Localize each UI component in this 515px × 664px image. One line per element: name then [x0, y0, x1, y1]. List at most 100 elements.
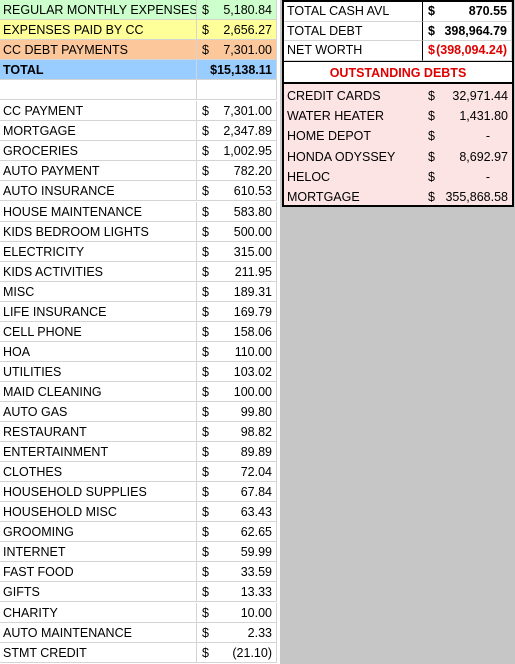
currency-symbol: $	[202, 645, 209, 660]
expense-label[interactable]: GROCERIES	[0, 141, 197, 162]
expense-label[interactable]: FAST FOOD	[0, 562, 197, 583]
expense-amount[interactable]: $315.00	[197, 241, 277, 262]
expense-label[interactable]: GIFTS	[0, 582, 197, 603]
expense-label[interactable]: RESTAURANT	[0, 422, 197, 443]
summary-amount[interactable]: $5,180.84	[197, 0, 277, 20]
expense-label[interactable]: AUTO GAS	[0, 402, 197, 422]
expense-label[interactable]: LIFE INSURANCE	[0, 301, 197, 322]
expense-label[interactable]: CLOTHES	[0, 462, 197, 483]
debt-amount[interactable]: $355,868.58	[423, 187, 512, 207]
expense-amount[interactable]: $ (21.10)	[197, 642, 277, 663]
cash-summary-amount[interactable]: $870.55	[423, 2, 512, 22]
expense-amount[interactable]: $59.99	[197, 542, 277, 563]
expense-amount[interactable]: $583.80	[197, 201, 277, 222]
empty-cell[interactable]	[197, 80, 277, 101]
expense-label[interactable]: HOUSEHOLD MISC	[0, 502, 197, 523]
currency-symbol: $	[202, 304, 209, 319]
amount-value: 89.89	[240, 445, 272, 460]
expense-amount[interactable]: $782.20	[197, 161, 277, 182]
cash-summary-amount[interactable]: $398,964.79	[423, 21, 512, 41]
expense-label[interactable]: KIDS ACTIVITIES	[0, 261, 197, 282]
debt-amount[interactable]: $ -	[423, 167, 512, 187]
expense-amount[interactable]: $500.00	[197, 221, 277, 242]
debt-label[interactable]: CREDIT CARDS	[287, 89, 381, 103]
expense-label[interactable]: CELL PHONE	[0, 321, 197, 342]
summary-label[interactable]: EXPENSES PAID BY CC	[0, 20, 197, 41]
expense-label[interactable]: HOUSE MAINTENANCE	[0, 201, 197, 222]
expense-amount[interactable]: $62.65	[197, 522, 277, 543]
expense-amount[interactable]: $63.43	[197, 502, 277, 523]
expense-amount[interactable]: $158.06	[197, 321, 277, 342]
amount-value: 99.80	[240, 405, 272, 419]
expense-label[interactable]: CC PAYMENT	[0, 101, 197, 122]
debt-amount[interactable]: $8,692.97	[423, 147, 512, 167]
cash-summary-label[interactable]: TOTAL DEBT	[284, 21, 423, 41]
summary-amount[interactable]: $7,301.00	[197, 40, 277, 61]
expense-label[interactable]: AUTO PAYMENT	[0, 161, 197, 182]
currency-symbol: $	[202, 204, 209, 219]
amount-value: 870.55	[468, 4, 507, 18]
expense-amount[interactable]: $67.84	[197, 482, 277, 503]
outstanding-debts-panel: OUTSTANDING DEBTS CREDIT CARDS $32,971.44 W…	[282, 62, 514, 207]
debt-amount[interactable]: $1,431.80	[423, 106, 512, 126]
expense-amount[interactable]: $2.33	[197, 622, 277, 643]
expense-label[interactable]: AUTO INSURANCE	[0, 181, 197, 202]
cash-summary-label[interactable]: NET WORTH	[284, 41, 423, 61]
expense-amount[interactable]: $7,301.00	[197, 101, 277, 122]
debt-amount[interactable]: $ -	[423, 126, 512, 146]
expense-amount[interactable]: $169.79	[197, 301, 277, 322]
expense-label[interactable]: AUTO MAINTENANCE	[0, 622, 197, 643]
expense-amount[interactable]: $103.02	[197, 361, 277, 382]
outstanding-debts-title[interactable]: OUTSTANDING DEBTS	[284, 62, 512, 84]
expense-label[interactable]: GROOMING	[0, 522, 197, 543]
expense-amount[interactable]: $13.33	[197, 582, 277, 603]
expense-label[interactable]: ELECTRICITY	[0, 241, 197, 262]
expense-amount[interactable]: $98.82	[197, 422, 277, 443]
debt-amount[interactable]: $32,971.44	[423, 86, 512, 106]
expense-label[interactable]: INTERNET	[0, 542, 197, 563]
expense-amount[interactable]: $1,002.95	[197, 141, 277, 162]
debt-label[interactable]: MORTGAGE	[287, 190, 360, 204]
expense-amount[interactable]: $610.53	[197, 181, 277, 202]
expense-label[interactable]: UTILITIES	[0, 361, 197, 382]
expense-amount[interactable]: $33.59	[197, 562, 277, 583]
debt-label[interactable]: WATER HEATER	[287, 109, 384, 124]
expense-label[interactable]: KIDS BEDROOM LIGHTS	[0, 221, 197, 242]
expense-amount[interactable]: $2,347.89	[197, 121, 277, 142]
summary-amount[interactable]: $15,138.11	[197, 60, 277, 81]
summary-label[interactable]: CC DEBT PAYMENTS	[0, 40, 197, 61]
expense-amount[interactable]: $99.80	[197, 402, 277, 422]
amount-value: 72.04	[240, 465, 272, 480]
expense-amount[interactable]: $72.04	[197, 462, 277, 483]
expense-amount[interactable]: $89.89	[197, 442, 277, 463]
currency-symbol: $	[428, 129, 435, 144]
currency-symbol: $	[202, 224, 209, 239]
expense-label[interactable]: HOA	[0, 341, 197, 362]
currency-symbol: $	[202, 465, 209, 480]
expense-label[interactable]: ENTERTAINMENT	[0, 442, 197, 463]
expense-label[interactable]: MORTGAGE	[0, 121, 197, 142]
amount-value: 10.00	[240, 605, 272, 620]
cash-summary-amount[interactable]: $ (398,094.24)	[423, 41, 512, 61]
debt-label[interactable]: HOME DEPOT	[287, 129, 372, 144]
expense-label[interactable]: MISC	[0, 281, 197, 302]
cash-summary-panel: TOTAL CASH AVL $870.55 TOTAL DEBT $398,964.…	[282, 0, 514, 62]
amount-value: 100.00	[233, 384, 272, 399]
expense-label[interactable]: HOUSEHOLD SUPPLIES	[0, 482, 197, 503]
summary-label[interactable]: REGULAR MONTHLY EXPENSES	[0, 0, 197, 20]
debt-label[interactable]: HONDA ODYSSEY	[287, 149, 396, 164]
summary-label[interactable]: TOTAL	[0, 60, 197, 81]
expense-label[interactable]: MAID CLEANING	[0, 381, 197, 402]
debt-label[interactable]: HELOC	[287, 169, 331, 184]
summary-amount[interactable]: $2,656.27	[197, 20, 277, 41]
empty-cell[interactable]	[0, 80, 197, 101]
expense-label[interactable]: STMT CREDIT	[0, 642, 197, 663]
cash-summary-label[interactable]: TOTAL CASH AVL	[284, 2, 423, 22]
expense-amount[interactable]: $100.00	[197, 381, 277, 402]
expense-amount[interactable]: $189.31	[197, 281, 277, 302]
amount-value: 1,431.80	[459, 109, 508, 124]
expense-label[interactable]: CHARITY	[0, 602, 197, 623]
expense-amount[interactable]: $211.95	[197, 261, 277, 282]
expense-amount[interactable]: $10.00	[197, 602, 277, 623]
expense-amount[interactable]: $110.00	[197, 341, 277, 362]
